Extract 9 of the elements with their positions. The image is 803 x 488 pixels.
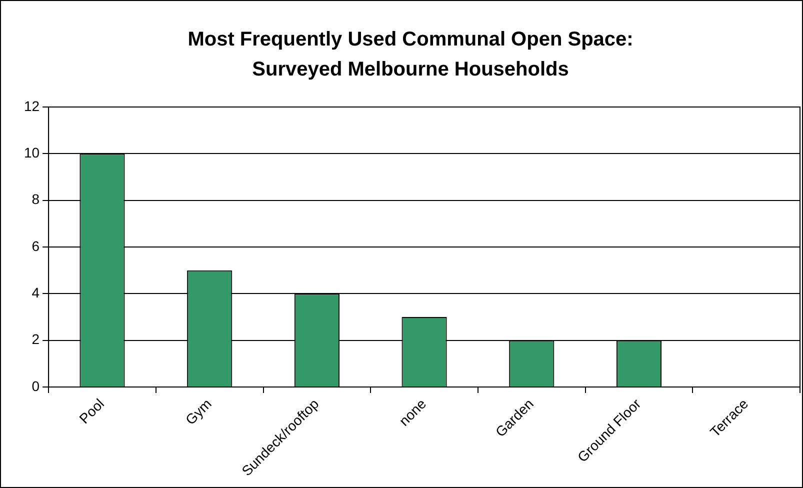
y-tick-label: 6 — [32, 238, 40, 254]
y-tick-label: 8 — [32, 191, 40, 208]
x-tick-label: Gym — [182, 396, 214, 428]
y-tick-label: 4 — [32, 284, 40, 301]
chart-title: Most Frequently Used Communal Open Space: Surveyed Melbourne Households — [188, 28, 634, 81]
y-tick-label: 0 — [32, 378, 40, 394]
y-tick-label: 10 — [24, 144, 40, 161]
y-tick-label: 12 — [24, 98, 40, 114]
y-tick-label: 2 — [32, 331, 40, 348]
